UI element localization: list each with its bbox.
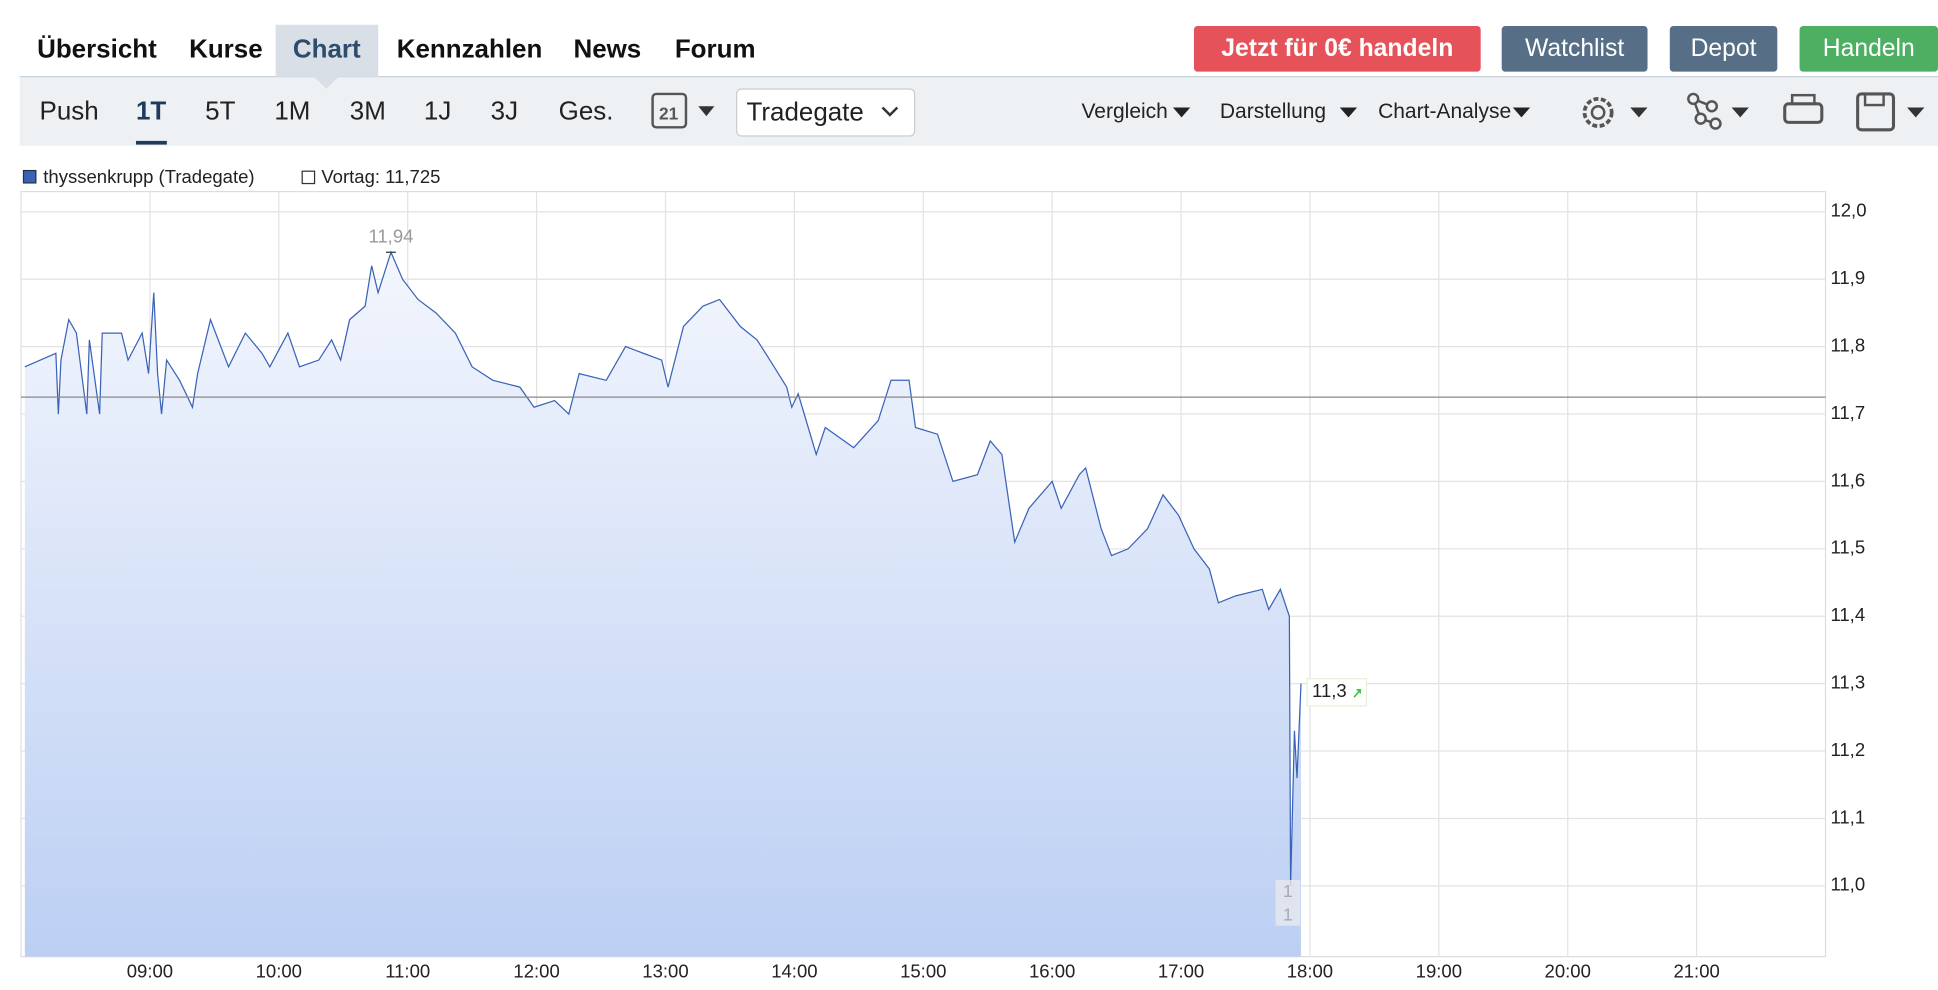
legend-swatch	[22, 169, 37, 184]
share-node	[1694, 112, 1707, 125]
range-underline	[135, 140, 167, 145]
legend-swatch	[301, 170, 316, 185]
settings-hub	[1590, 105, 1606, 120]
select-chevron	[881, 106, 899, 117]
y-tick-label: 11,8	[1830, 334, 1865, 355]
last-price-label: 11,3	[1312, 680, 1347, 701]
caret	[1339, 107, 1358, 118]
nav-tab[interactable]: Kurse	[189, 36, 263, 64]
y-tick-label: 11,3	[1830, 672, 1865, 693]
button-label[interactable]: Handeln	[1823, 35, 1915, 62]
button-label[interactable]: Jetzt für 0€ handeln	[1221, 35, 1453, 62]
range-button[interactable]: 3M	[350, 97, 386, 125]
y-tick-label: 11,6	[1830, 469, 1865, 490]
y-tick-label: 11,9	[1830, 267, 1865, 288]
y-tick-label: 12,0	[1830, 200, 1866, 221]
menu[interactable]: Darstellung	[1220, 100, 1326, 123]
x-tick-label: 14:00	[771, 961, 817, 982]
caret	[1907, 107, 1925, 118]
legend-label: Vortag: 11,725	[321, 166, 440, 187]
menu[interactable]: Chart-Analyse	[1378, 100, 1511, 123]
x-tick-label: 21:00	[1673, 961, 1719, 982]
nav-tab[interactable]: Kennzahlen	[397, 36, 543, 64]
x-tick-label: 13:00	[642, 961, 688, 982]
caret	[1512, 107, 1531, 118]
share-node	[1705, 100, 1718, 113]
min-marker-box	[1275, 880, 1301, 926]
range-button[interactable]: 5T	[205, 97, 235, 125]
exchange-value: Tradegate	[747, 99, 864, 127]
caret	[1172, 107, 1191, 118]
min-marker-text: 1	[1283, 881, 1293, 901]
share-node	[1687, 92, 1700, 106]
caret	[1731, 107, 1749, 118]
menu[interactable]: Vergleich	[1081, 100, 1167, 123]
x-tick-label: 10:00	[256, 961, 302, 982]
nav-tab[interactable]: Forum	[675, 36, 756, 64]
x-tick-label: 17:00	[1158, 961, 1204, 982]
y-tick-label: 11,1	[1830, 806, 1865, 827]
trend-arrow	[1353, 689, 1362, 698]
button[interactable]	[1799, 25, 1938, 72]
caret	[1630, 107, 1648, 118]
nav-tab[interactable]: News	[573, 36, 641, 64]
save-slot	[1863, 92, 1885, 107]
exchange-select[interactable]	[736, 88, 916, 137]
y-tick-label: 11,4	[1830, 604, 1865, 625]
button-label[interactable]: Watchlist	[1525, 35, 1624, 62]
share-node	[1709, 117, 1722, 130]
range-button[interactable]: 1T	[136, 97, 166, 125]
y-tick-label: 11,0	[1830, 874, 1865, 895]
area	[24, 252, 1301, 957]
x-tick-label: 12:00	[513, 961, 559, 982]
range-button[interactable]: Push	[40, 97, 99, 125]
print-paper	[1790, 93, 1816, 106]
x-tick-label: 09:00	[127, 961, 173, 982]
x-tick-label: 19:00	[1416, 961, 1462, 982]
x-tick-label: 15:00	[900, 961, 946, 982]
x-tick-label: 18:00	[1287, 961, 1333, 982]
calendar-icon[interactable]	[651, 92, 688, 129]
y-tick-label: 11,7	[1830, 402, 1865, 423]
nav-tab[interactable]: Übersicht	[37, 35, 157, 64]
y-tick-label: 11,2	[1830, 739, 1865, 760]
x-tick-label: 11:00	[385, 961, 430, 982]
button[interactable]	[1193, 25, 1481, 72]
nav-tab[interactable]: Chart	[293, 36, 361, 64]
y-tick-label: 11,5	[1830, 537, 1865, 558]
min-marker-text: 1	[1283, 904, 1293, 924]
range-button[interactable]: 1M	[274, 97, 310, 125]
max-label: 11,94	[368, 225, 413, 246]
button[interactable]	[1669, 25, 1778, 72]
settings-icon[interactable]	[1582, 97, 1614, 128]
active-tab-pointer	[313, 76, 339, 89]
active-tab-bg	[275, 24, 379, 77]
last-price-box	[1306, 678, 1368, 707]
range-button[interactable]: 3J	[491, 97, 518, 125]
button-label[interactable]: Depot	[1691, 35, 1757, 62]
calendar-day: 21	[659, 104, 679, 124]
toolbar-bg	[19, 76, 1938, 146]
price-line	[24, 250, 1302, 886]
caret	[698, 106, 715, 117]
range-button[interactable]: 1J	[424, 97, 451, 125]
x-tick-label: 20:00	[1545, 961, 1591, 982]
legend-label: thyssenkrupp (Tradegate)	[43, 166, 254, 187]
x-tick-label: 16:00	[1029, 961, 1075, 982]
button[interactable]	[1501, 25, 1648, 72]
range-button[interactable]: Ges.	[559, 97, 614, 125]
